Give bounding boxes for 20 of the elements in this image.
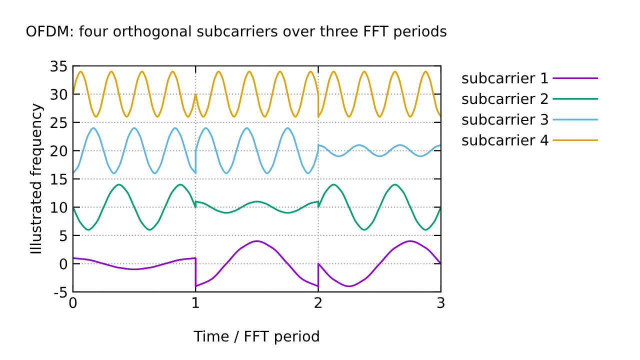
y-tick-label: 15	[51, 174, 67, 185]
chart-title: OFDM: four orthogonal subcarriers over three FFT periods	[26, 25, 446, 40]
x-tick-label: 2	[314, 297, 322, 308]
x-tick-label: 3	[437, 297, 444, 308]
x-tick-label: 0	[69, 297, 77, 308]
legend-label: subcarrier 1	[462, 72, 548, 84]
y-axis-title: Illustrated frequency	[30, 104, 44, 254]
y-tick-label: 0	[60, 258, 68, 270]
y-tick-label: -5	[54, 286, 67, 298]
y-tick-label: 35	[50, 60, 67, 72]
legend-label: subcarrier 3	[462, 114, 548, 125]
x-axis-title: Time / FFT period	[194, 330, 319, 344]
legend-label: subcarrier 2	[462, 92, 548, 104]
y-tick-label: 10	[51, 202, 68, 213]
y-tick-label: 5	[60, 230, 67, 242]
y-tick-label: 30	[50, 88, 68, 100]
y-tick-label: 20	[50, 145, 68, 156]
x-tick-label: 1	[192, 297, 199, 308]
legend-label: subcarrier 4	[462, 134, 548, 146]
y-tick-label: 25	[50, 117, 67, 128]
